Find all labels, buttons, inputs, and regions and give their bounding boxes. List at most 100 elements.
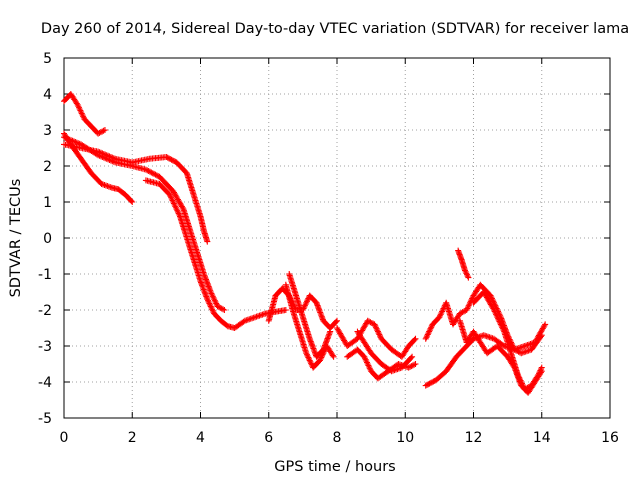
- data-point-marker: [538, 332, 545, 339]
- y-tick-label: 3: [43, 123, 52, 139]
- data-point-marker: [422, 335, 429, 342]
- data-point-marker: [207, 289, 214, 295]
- data-point-marker: [409, 353, 416, 360]
- data-point-marker: [144, 167, 151, 174]
- data-point-marker: [424, 331, 431, 338]
- data-point-marker: [174, 207, 181, 214]
- data-point-marker: [179, 204, 186, 211]
- x-tick-label: 6: [264, 430, 273, 446]
- data-point-marker: [152, 171, 159, 178]
- data-point-marker: [367, 319, 374, 326]
- data-point-marker: [510, 363, 517, 370]
- data-point-marker: [366, 365, 373, 372]
- data-point-marker: [465, 274, 472, 281]
- data-point-marker: [427, 379, 434, 386]
- data-point-marker: [509, 342, 516, 349]
- data-point-marker: [95, 130, 102, 137]
- series-track-k: [354, 328, 416, 375]
- data-point-marker: [316, 357, 323, 364]
- data-point-marker: [65, 136, 72, 142]
- data-point-marker: [207, 301, 214, 308]
- data-point-marker: [210, 294, 217, 301]
- data-point-marker: [409, 362, 416, 369]
- data-point-marker: [167, 156, 174, 163]
- data-point-marker: [424, 332, 431, 339]
- data-point-marker: [497, 321, 504, 328]
- data-point-marker: [376, 332, 383, 339]
- data-point-marker: [77, 107, 84, 114]
- data-point-marker: [318, 354, 325, 361]
- data-point-marker: [469, 295, 476, 302]
- data-point-marker: [495, 315, 502, 322]
- data-point-marker: [79, 111, 86, 118]
- data-points: [61, 91, 549, 396]
- data-point-marker: [361, 355, 368, 362]
- data-point-marker: [439, 308, 446, 315]
- data-point-marker: [208, 290, 215, 297]
- data-point-marker: [109, 158, 116, 165]
- data-point-marker: [204, 296, 211, 303]
- data-point-marker: [364, 359, 371, 366]
- data-point-marker: [423, 334, 430, 341]
- data-point-marker: [538, 368, 545, 375]
- data-point-marker: [62, 134, 69, 141]
- data-point-marker: [211, 296, 218, 303]
- data-point-marker: [129, 199, 136, 205]
- data-point-marker: [492, 309, 499, 316]
- data-point-marker: [333, 318, 340, 325]
- data-point-marker: [306, 357, 313, 364]
- y-tick-label: 1: [43, 195, 52, 211]
- series-track-d: [61, 134, 228, 313]
- data-point-marker: [407, 363, 414, 370]
- data-point-marker: [412, 361, 419, 367]
- data-point-marker: [405, 364, 412, 371]
- data-point-marker: [170, 199, 177, 205]
- y-tick-label: 4: [43, 87, 52, 103]
- data-point-marker: [491, 308, 498, 315]
- data-point-marker: [308, 360, 315, 367]
- data-point-marker: [541, 322, 548, 329]
- data-point-marker: [69, 137, 76, 144]
- data-point-marker: [209, 306, 216, 313]
- x-tick-label: 2: [128, 430, 137, 446]
- data-point-marker: [213, 300, 220, 307]
- data-point-marker: [146, 168, 153, 175]
- data-point-marker: [498, 322, 505, 329]
- data-point-marker: [209, 293, 216, 300]
- data-point-marker: [106, 157, 113, 163]
- data-point-marker: [173, 206, 180, 213]
- data-point-marker: [462, 268, 469, 275]
- series-track-i: [334, 317, 419, 360]
- data-point-marker: [76, 140, 83, 147]
- data-point-marker: [95, 152, 102, 159]
- data-point-marker: [209, 307, 216, 314]
- data-point-marker: [426, 380, 433, 387]
- data-point-marker: [76, 106, 83, 113]
- data-point-marker: [363, 358, 370, 365]
- data-point-marker: [303, 351, 310, 358]
- data-point-marker: [171, 201, 178, 208]
- data-point-marker: [66, 136, 73, 143]
- data-point-marker: [511, 346, 518, 353]
- data-point-marker: [460, 308, 467, 315]
- data-point-marker: [493, 311, 500, 318]
- data-point-marker: [422, 382, 429, 389]
- data-point-marker: [93, 151, 100, 158]
- data-point-marker: [327, 328, 334, 335]
- data-point-marker: [163, 154, 170, 160]
- data-point-marker: [61, 134, 67, 141]
- data-point-marker: [68, 137, 75, 144]
- data-point-marker: [464, 271, 471, 278]
- data-point-marker: [148, 169, 155, 176]
- data-point-marker: [306, 355, 313, 362]
- data-point-marker: [456, 310, 463, 317]
- data-point-marker: [217, 304, 224, 311]
- data-point-marker: [514, 348, 521, 355]
- data-point-marker: [214, 303, 221, 310]
- data-point-marker: [329, 352, 336, 359]
- data-point-marker: [97, 129, 104, 136]
- data-point-marker: [364, 317, 371, 324]
- data-point-marker: [493, 312, 500, 319]
- data-point-marker: [211, 297, 218, 304]
